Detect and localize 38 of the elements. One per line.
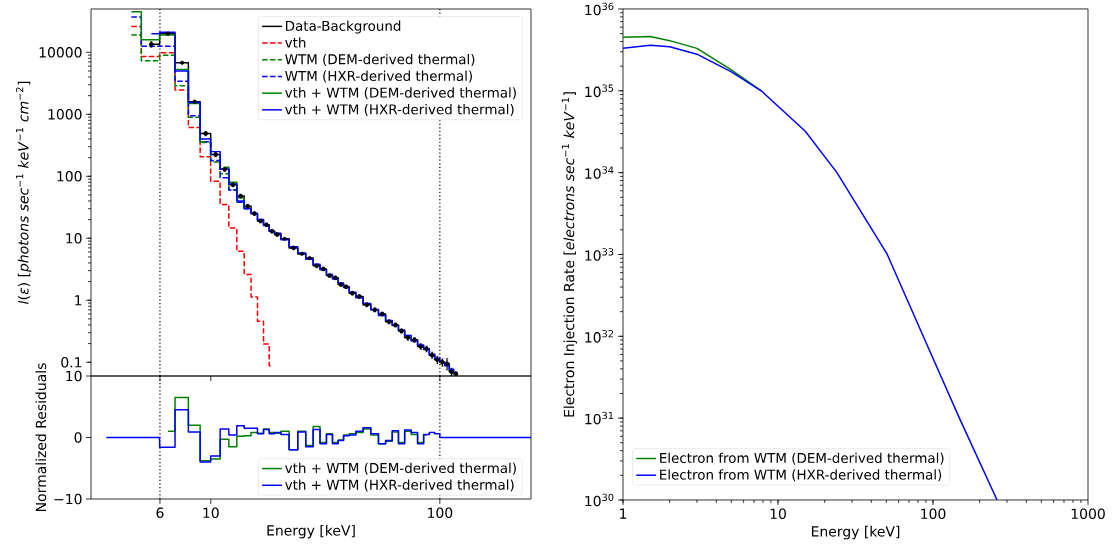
y-tick-label: 0 [74, 432, 82, 443]
y-tick-label: 10$^{36}$ [585, 2, 614, 16]
x-tick-label: 100 [921, 508, 946, 520]
y-tick-label: −10 [54, 493, 82, 505]
x-tick-label: 1 [620, 508, 627, 519]
y-tick-label: 10$^{32}$ [585, 329, 614, 343]
legend-label: Electron from WTM (DEM-derived thermal) [660, 452, 944, 465]
legend-label: WTM (HXR-derived thermal) [285, 70, 472, 83]
y-tick-label: 10 [66, 370, 82, 382]
x-tick-label: 10 [203, 507, 219, 519]
text: I(ε) [photons sec$^{−1}$ keV$^{−1}$ cm$^{−2}$] [15, 81, 32, 305]
x-tick-label: 1000 [1071, 508, 1105, 520]
y-axis-title: Normalized Residuals [35, 363, 47, 511]
y-tick-label: 100 [57, 171, 82, 182]
y-tick-label: 10$^{33}$ [585, 248, 614, 261]
x-tick-label: 10 [770, 508, 786, 520]
y-tick-label: 10$^{35}$ [585, 84, 614, 98]
y-tick-label: 1 [75, 295, 82, 306]
y-tick-label: 10000 [39, 47, 82, 58]
legend-label: vth [285, 37, 306, 48]
y-axis-title: Electron Injection Rate [electrons sec$^{−1}$ keV$^{−1}$] [561, 92, 577, 417]
x-tick-label: 6 [156, 507, 164, 519]
legend-label: vth + WTM (DEM-derived thermal) [285, 462, 516, 475]
y-tick-label: 10$^{30}$ [585, 493, 614, 507]
legend-label: Data-Background [286, 20, 401, 34]
legend-label: vth + WTM (HXR-derived thermal) [285, 103, 514, 116]
y-tick-label: 1000 [48, 109, 82, 120]
legend-label: WTM (DEM-derived thermal) [285, 53, 475, 66]
y-tick-label: 10$^{31}$ [585, 411, 614, 425]
y-tick-label: 0.1 [61, 356, 82, 368]
x-tick-label: 100 [428, 507, 453, 519]
x-axis-title: Energy [keV] [811, 525, 900, 540]
legend-label: Electron from WTM (HXR-derived thermal) [660, 469, 942, 482]
x-axis-title: Energy [keV] [267, 524, 355, 539]
legend-label: vth + WTM (DEM-derived thermal) [285, 87, 516, 100]
y-tick-label: 10$^{34}$ [585, 166, 614, 179]
y-tick-label: 10 [66, 232, 82, 244]
legend-label: vth + WTM (HXR-derived thermal) [285, 479, 514, 492]
